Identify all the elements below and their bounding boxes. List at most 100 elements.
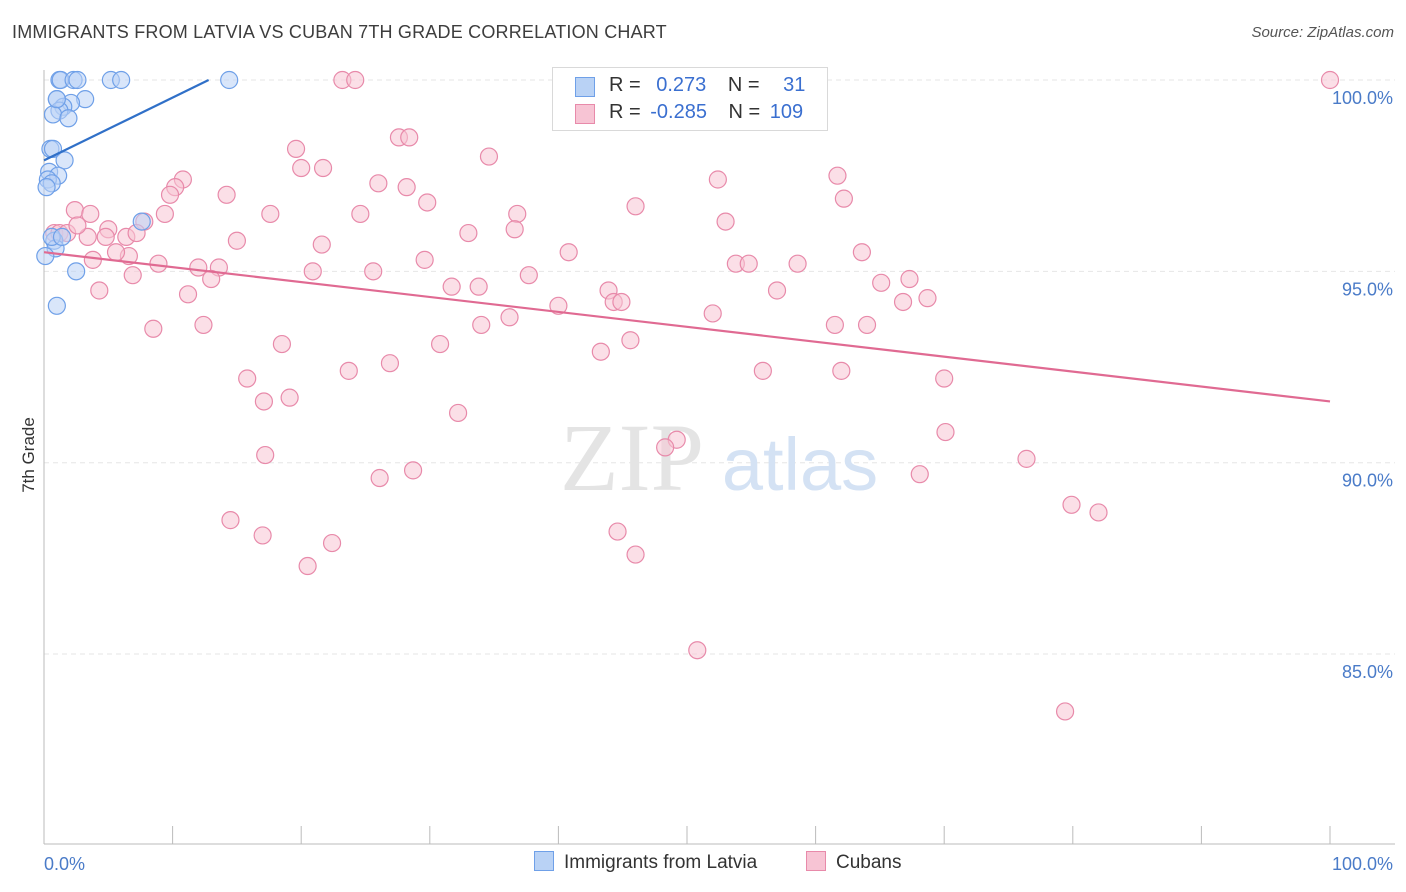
bottom-cuban-label: Cubans bbox=[836, 852, 902, 873]
cuban-point bbox=[298, 556, 317, 576]
cuban-points bbox=[45, 70, 1340, 721]
watermark-atlas: atlas bbox=[722, 423, 878, 506]
cuban-point bbox=[155, 204, 174, 224]
cuban-point bbox=[935, 369, 954, 388]
latvia-point bbox=[68, 70, 87, 90]
cuban-point bbox=[351, 204, 370, 224]
latvia-point bbox=[132, 212, 151, 231]
latvia-r-value: 0.273 bbox=[656, 74, 707, 96]
cuban-point bbox=[322, 533, 342, 553]
cuban-point bbox=[626, 545, 645, 564]
bottom-legend-latvia: Immigrants from Latvia bbox=[534, 851, 757, 874]
cuban-point bbox=[397, 178, 416, 197]
y-tick-label: 85.0% bbox=[1342, 662, 1393, 682]
cuban-point bbox=[442, 277, 461, 296]
cuban-point bbox=[254, 392, 274, 411]
cuban-point bbox=[688, 641, 707, 660]
cuban-point bbox=[825, 315, 844, 335]
cuban-point bbox=[149, 254, 168, 273]
cuban-point bbox=[346, 70, 365, 90]
cuban-point bbox=[852, 243, 871, 262]
cuban-point bbox=[90, 281, 109, 300]
cuban-point bbox=[656, 438, 675, 457]
cuban-point bbox=[194, 315, 213, 335]
cuban-r-value: -0.285 bbox=[650, 101, 707, 123]
bottom-cuban-swatch bbox=[806, 851, 826, 871]
cuban-point bbox=[508, 204, 527, 224]
trend-lines bbox=[43, 79, 1331, 403]
cuban-point bbox=[832, 361, 851, 380]
latvia-point bbox=[55, 151, 74, 170]
cuban-point bbox=[370, 468, 389, 488]
cuban-r-label: R = bbox=[609, 101, 641, 123]
cuban-point bbox=[469, 277, 488, 296]
cuban-point bbox=[591, 342, 610, 361]
cuban-point bbox=[261, 204, 280, 224]
cuban-point bbox=[1017, 449, 1036, 468]
cuban-point bbox=[272, 334, 292, 354]
cuban-point bbox=[519, 266, 538, 285]
cuban-point bbox=[418, 193, 437, 212]
cuban-point bbox=[253, 526, 272, 545]
latvia-point bbox=[37, 178, 56, 197]
cuban-point bbox=[106, 243, 126, 262]
cuban-point bbox=[918, 289, 937, 308]
cuban-point bbox=[339, 361, 358, 380]
cuban-point bbox=[753, 361, 772, 380]
cuban-point bbox=[178, 285, 198, 304]
correlation-legend: R = 0.273 N = 31 R = -0.285 N = 109 bbox=[552, 67, 828, 131]
cuban-point bbox=[900, 269, 919, 289]
x-tick-label-min: 0.0% bbox=[44, 854, 85, 874]
cuban-point bbox=[1089, 503, 1108, 522]
cuban-point bbox=[217, 185, 236, 204]
cuban-point bbox=[788, 254, 807, 273]
latvia-point bbox=[47, 296, 66, 315]
cuban-point bbox=[286, 139, 306, 158]
cuban-point bbox=[160, 185, 180, 204]
cuban-point bbox=[857, 315, 877, 335]
watermark: ZIP atlas bbox=[560, 404, 878, 511]
latvia-swatch bbox=[575, 77, 595, 97]
cuban-point bbox=[1055, 702, 1075, 721]
cuban-point bbox=[559, 243, 578, 262]
latvia-r-label: R = bbox=[609, 74, 641, 96]
cuban-point bbox=[202, 269, 221, 289]
cuban-trend-line bbox=[43, 251, 1331, 403]
cuban-point bbox=[96, 227, 115, 247]
cuban-point bbox=[78, 227, 97, 247]
cuban-point bbox=[369, 174, 388, 193]
source-label: Source: ZipAtlas.com bbox=[1251, 24, 1394, 41]
latvia-point bbox=[36, 246, 55, 266]
cuban-point bbox=[313, 158, 333, 178]
cuban-point bbox=[626, 197, 645, 216]
cuban-point bbox=[144, 319, 163, 338]
y-tick-label: 90.0% bbox=[1342, 471, 1393, 491]
cuban-point bbox=[608, 522, 627, 541]
cuban-point bbox=[221, 511, 240, 530]
cuban-point bbox=[65, 201, 84, 220]
x-tick-label-max: 100.0% bbox=[1332, 854, 1393, 874]
cuban-point bbox=[256, 445, 275, 465]
latvia-point bbox=[67, 262, 86, 281]
bottom-legend-cuban: Cubans bbox=[806, 851, 902, 874]
latvia-n-label: N = bbox=[727, 74, 760, 96]
chart-title: IMMIGRANTS FROM LATVIA VS CUBAN 7TH GRAD… bbox=[12, 22, 667, 42]
cuban-point bbox=[312, 235, 331, 254]
cuban-point bbox=[479, 147, 499, 166]
cuban-point bbox=[739, 254, 758, 273]
latvia-points bbox=[36, 70, 239, 315]
cuban-point bbox=[189, 258, 208, 277]
cuban-point bbox=[364, 262, 383, 281]
cuban-point bbox=[81, 204, 100, 224]
cuban-point bbox=[612, 292, 631, 312]
cuban-point bbox=[380, 354, 400, 373]
latvia-point bbox=[47, 90, 66, 109]
cuban-point bbox=[400, 128, 419, 147]
tick-labels: 85.0% 90.0% 95.0% 100.0% 0.0% 100.0% bbox=[44, 88, 1393, 874]
cuban-point bbox=[621, 331, 640, 350]
cuban-point bbox=[292, 158, 311, 178]
grid-lines bbox=[44, 79, 1395, 655]
cuban-swatch bbox=[575, 104, 595, 124]
latvia-point bbox=[43, 105, 63, 124]
